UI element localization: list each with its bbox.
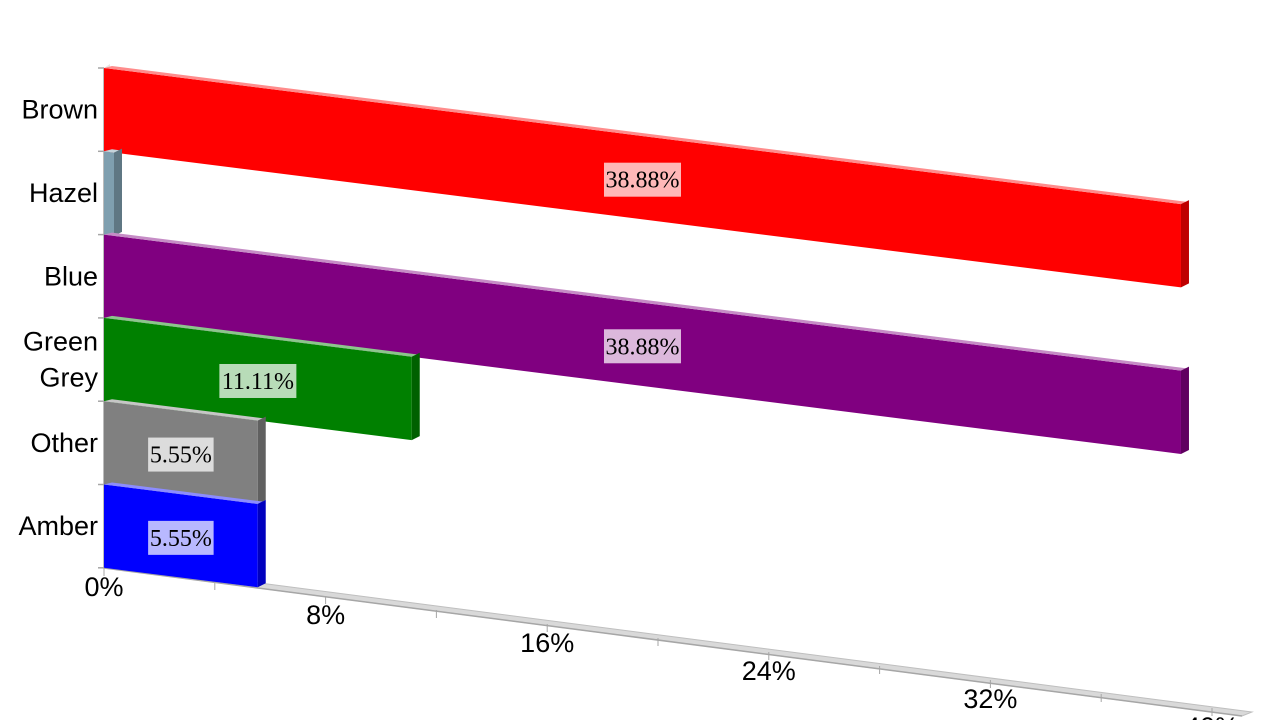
bar-end-face (1180, 200, 1189, 288)
x-tick-label: 8% (306, 600, 345, 630)
x-axis-floor (102, 563, 1254, 717)
category-labels: Brown Hazel Blue Green Grey Other Amber (18, 95, 98, 542)
bar-top-face (104, 232, 1189, 371)
category-label: Other (30, 428, 98, 458)
data-label: 38.88% (605, 334, 679, 360)
x-axis-line (103, 567, 1243, 717)
bar-end-face (114, 148, 122, 236)
data-label: 11.11% (222, 369, 294, 395)
data-label-box (603, 329, 681, 364)
x-tick-label: 24% (742, 656, 796, 686)
x-tick-label: 0% (84, 572, 123, 602)
data-label-box (219, 363, 297, 398)
data-label-box (148, 437, 214, 472)
category-label: Green Grey (23, 327, 99, 393)
data-label: 38.88% (605, 168, 679, 194)
data-labels: 38.88% 38.88% 11.11% 5.55% 5.55% (148, 162, 681, 555)
bar-end-face (257, 499, 266, 588)
category-label: Hazel (29, 178, 98, 208)
x-tick-label: 16% (520, 628, 574, 658)
category-label: Blue (44, 261, 98, 291)
x-tick-label: 32% (963, 684, 1017, 714)
bar-end-face (411, 352, 420, 441)
bar-end-face (257, 416, 266, 504)
category-label: Amber (18, 511, 98, 541)
x-tick-label: 40% (1185, 712, 1239, 720)
bar-hazel (104, 151, 114, 236)
data-label: 5.55% (150, 526, 212, 552)
category-label: Brown (21, 95, 98, 125)
bar-top-face (104, 149, 122, 153)
data-label-box (148, 520, 214, 555)
chart-bars (104, 66, 1189, 588)
bar-top-face (104, 482, 266, 504)
bar-top-face (104, 399, 266, 421)
bar-end-face (1180, 366, 1189, 454)
bar-top-face (104, 315, 420, 357)
bar-top-face (104, 66, 1189, 205)
x-tick-labels: 0% 8% 16% 24% 32% 40% (84, 572, 1239, 720)
data-label: 5.55% (150, 443, 212, 469)
data-label-box (603, 162, 681, 197)
